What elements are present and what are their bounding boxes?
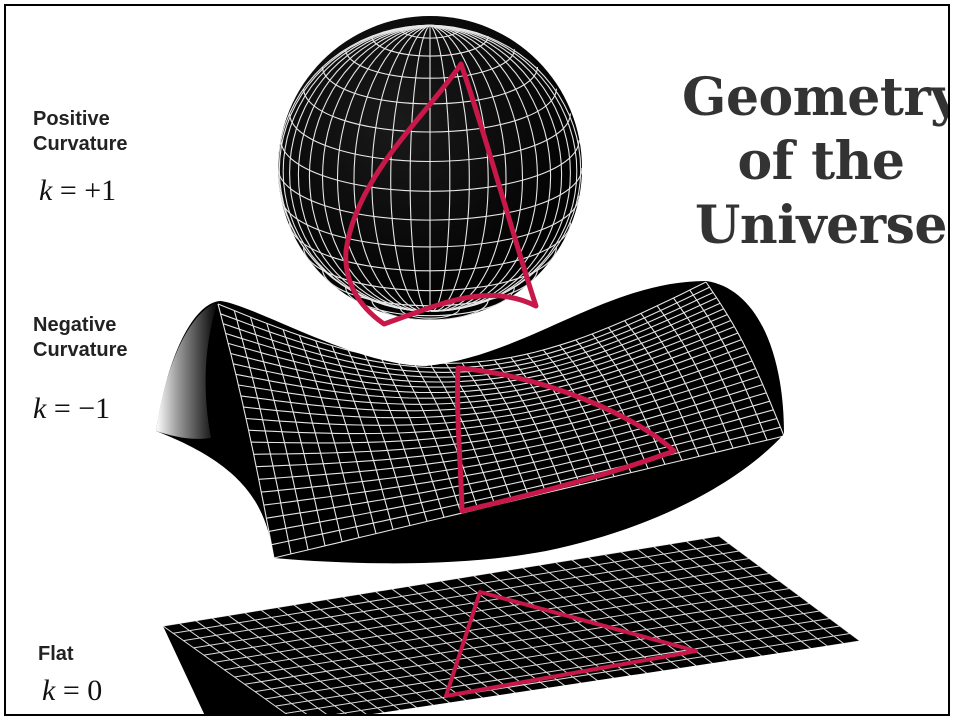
negative-k-equation: k = −1 (33, 392, 111, 425)
title-line-2: of the (737, 131, 905, 192)
hyperbolic-triangle (455, 365, 677, 514)
flat-triangle (444, 590, 698, 698)
diagram-frame: Geometry of the Universe Positive Curvat… (4, 4, 950, 716)
saddle-surface (156, 281, 785, 564)
flat-k-equation: k = 0 (42, 674, 103, 707)
sphere-surface (278, 16, 582, 327)
spherical-triangle (343, 61, 539, 327)
geometry-illustration (156, 16, 861, 714)
positive-curvature-label: Positive Curvature (33, 108, 128, 155)
flat-label: Flat (38, 643, 74, 665)
negative-curvature-label: Negative Curvature (33, 314, 128, 361)
page-title: Geometry of the Universe (681, 66, 950, 258)
title-line-1: Geometry (682, 67, 950, 128)
flat-plane (162, 535, 861, 714)
positive-k-equation: k = +1 (39, 174, 117, 207)
title-line-3: Universe (695, 195, 947, 256)
